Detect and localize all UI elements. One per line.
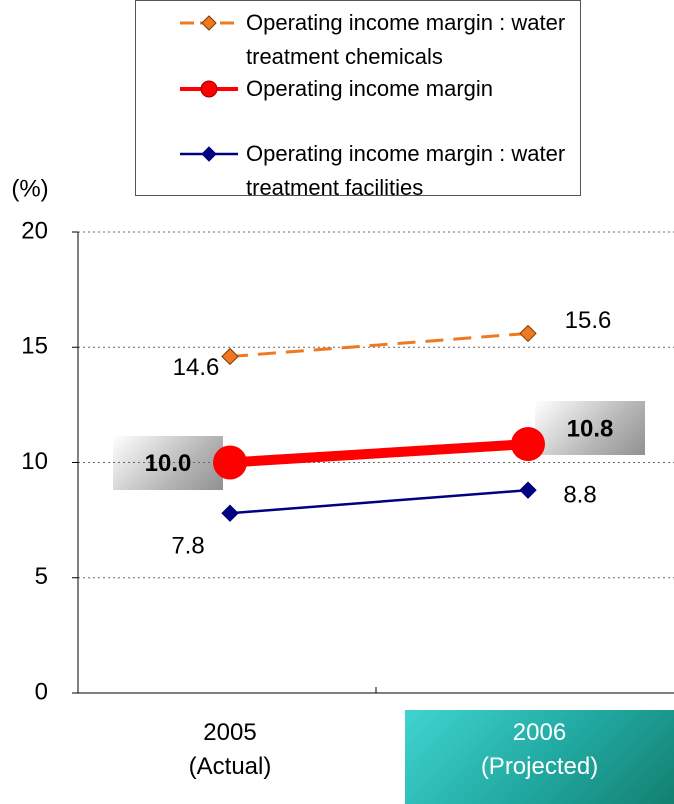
point — [511, 427, 545, 462]
data-label: 14.6 — [173, 354, 220, 381]
line — [229, 331, 529, 358]
legend-marker — [201, 146, 217, 162]
point — [213, 445, 247, 480]
y-tick-label: 0 — [35, 678, 48, 705]
line — [229, 488, 529, 515]
data-label: 7.8 — [171, 533, 204, 560]
line — [229, 439, 529, 468]
x-tick-label: 2006 (Projected) — [480, 719, 599, 780]
legend-label: Operating income margin : water treatmen… — [246, 141, 566, 200]
legend: Operating income margin : water treatmen… — [135, 0, 581, 200]
x-tick-label: 2005 (Actual) — [188, 719, 272, 780]
data-label: 10.0 — [145, 450, 192, 477]
legend-markers — [180, 15, 238, 162]
y-tick-label: 10 — [21, 448, 48, 475]
legend-label: Operating income margin : water treatmen… — [246, 10, 566, 69]
legend-marker — [200, 80, 218, 98]
point — [221, 347, 239, 366]
x-tick-label-box: 2006 (Projected) — [405, 710, 674, 804]
data-label: 8.8 — [563, 482, 596, 509]
x-tick-label-area: 2005 (Actual) — [100, 716, 360, 804]
y-tick-label: 20 — [21, 217, 48, 244]
data-label: 10.8 — [567, 415, 614, 442]
data-label-box — [535, 401, 645, 456]
data-label: 15.6 — [565, 307, 612, 334]
point — [519, 481, 537, 499]
y-tick-label: 5 — [35, 563, 48, 590]
point — [221, 504, 239, 522]
y-axis-label: (%) — [11, 175, 48, 202]
legend-label: Operating income margin — [246, 76, 494, 101]
y-tick-label: 15 — [21, 333, 48, 360]
point — [519, 324, 537, 343]
legend-marker — [201, 15, 217, 31]
